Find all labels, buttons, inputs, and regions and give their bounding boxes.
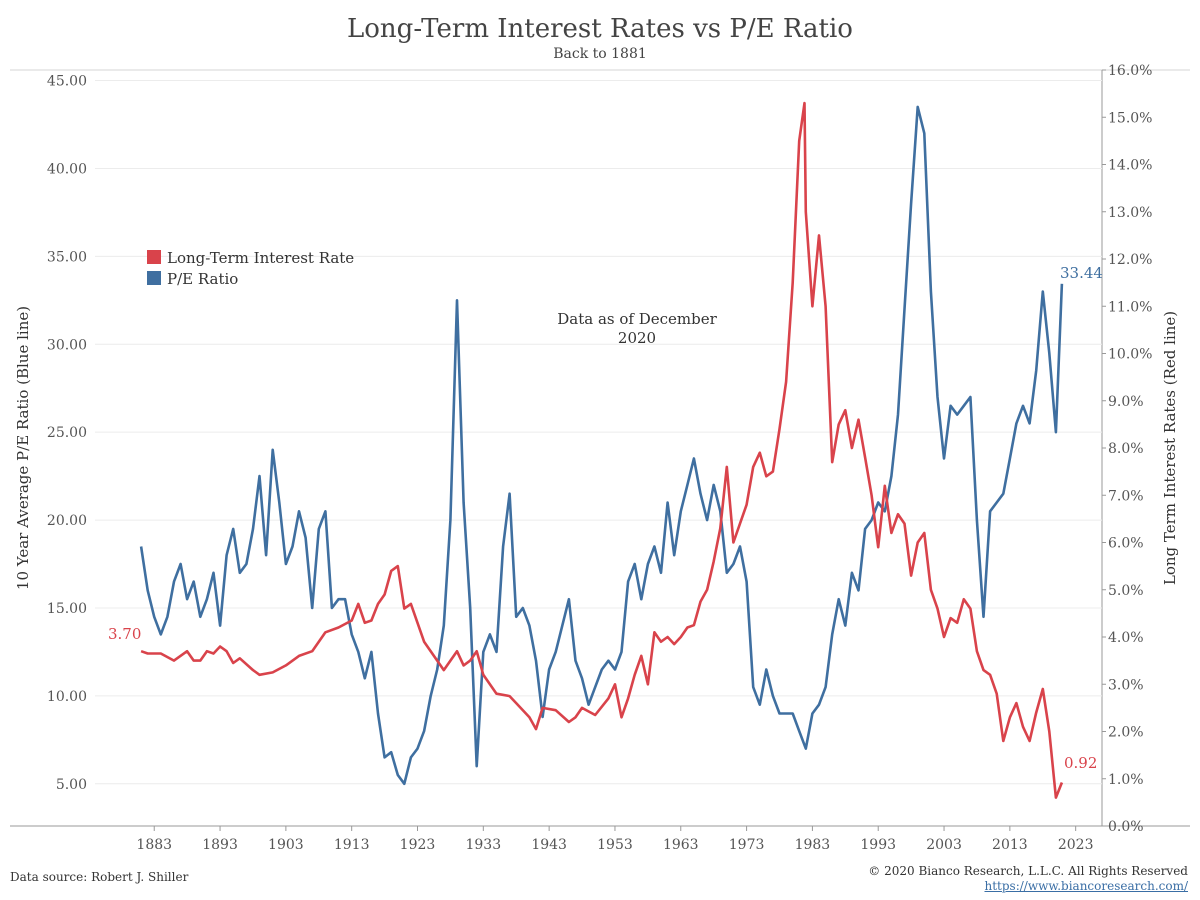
y-left-tick-label: 10.00 [47,689,87,705]
x-tick-label: 1973 [729,837,765,853]
x-tick-label: 2023 [1058,837,1094,853]
footer-credits: © 2020 Bianco Research, L.L.C. All Right… [868,864,1188,894]
interest-rate-line [140,101,1064,799]
y-right-tick-label: 10.0% [1108,347,1152,363]
y-right-axis-title: Long Term Interest Rates (Red line) [1161,311,1179,585]
y-right-tick-label: 14.0% [1108,158,1152,174]
data-source-note: Data source: Robert J. Shiller [10,870,189,884]
y-right-tick-label: 8.0% [1108,441,1144,457]
y-right-tick-label: 13.0% [1108,205,1152,221]
y-right-tick-label: 0.0% [1108,819,1144,835]
y-right-tick-label: 6.0% [1108,536,1144,552]
y-right-tick-label: 2.0% [1108,725,1144,741]
y-right-tick-label: 9.0% [1108,394,1144,410]
y-right-tick-label: 12.0% [1108,252,1152,268]
legend-label-rate: Long-Term Interest Rate [167,249,354,267]
x-tick-label: 1913 [334,837,370,853]
y-right-tick-label: 15.0% [1108,110,1152,126]
y-left-tick-label: 15.00 [47,601,87,617]
x-tick-label: 2013 [992,837,1028,853]
y-left-tick-label: 35.00 [47,249,87,265]
chart-title: Long-Term Interest Rates vs P/E Ratio [347,14,853,44]
x-tick-label: 1963 [663,837,699,853]
y-left-tick-label: 45.00 [47,74,87,90]
y-right-tick-label: 3.0% [1108,677,1144,693]
y-right-tick-label: 7.0% [1108,488,1144,504]
y-left-tick-label: 20.00 [47,513,87,529]
x-tick-label: 1993 [860,837,896,853]
x-tick-label: 1943 [531,837,567,853]
x-tick-label: 1893 [202,837,238,853]
pe-ratio-line [139,105,1064,786]
website-link[interactable]: https://www.biancoresearch.com/ [984,879,1188,893]
chart-subtitle: Back to 1881 [553,46,647,62]
y-left-tick-label: 40.00 [47,161,87,177]
legend-label-pe: P/E Ratio [167,270,238,288]
annotation-line-2: 2020 [618,329,656,347]
y-right-tick-label: 11.0% [1108,299,1152,315]
copyright-text: © 2020 Bianco Research, L.L.C. All Right… [868,864,1188,878]
y-left-tick-label: 5.00 [56,777,87,793]
x-tick-label: 1983 [795,837,831,853]
y-right-tick-label: 1.0% [1108,772,1144,788]
y-left-axis-title: 10 Year Average P/E Ratio (Blue line) [14,306,32,590]
rate-start-label: 3.70 [108,625,141,643]
x-tick-label: 2003 [926,837,962,853]
x-tick-label: 1883 [136,837,172,853]
y-right-tick-label: 16.0% [1108,63,1152,79]
x-tick-label: 1923 [400,837,436,853]
y-left-tick-label: 30.00 [47,337,87,353]
legend-swatch-pe [147,271,161,285]
x-tick-label: 1953 [597,837,633,853]
x-tick-label: 1933 [465,837,501,853]
rate-end-label: 0.92 [1064,754,1097,772]
legend-swatch-rate [147,250,161,264]
x-tick-label: 1903 [268,837,304,853]
y-right-tick-label: 5.0% [1108,583,1144,599]
y-left-tick-label: 25.00 [47,425,87,441]
annotation-line-1: Data as of December [557,310,717,328]
pe-end-label: 33.44 [1060,264,1103,282]
y-right-tick-label: 4.0% [1108,630,1144,646]
